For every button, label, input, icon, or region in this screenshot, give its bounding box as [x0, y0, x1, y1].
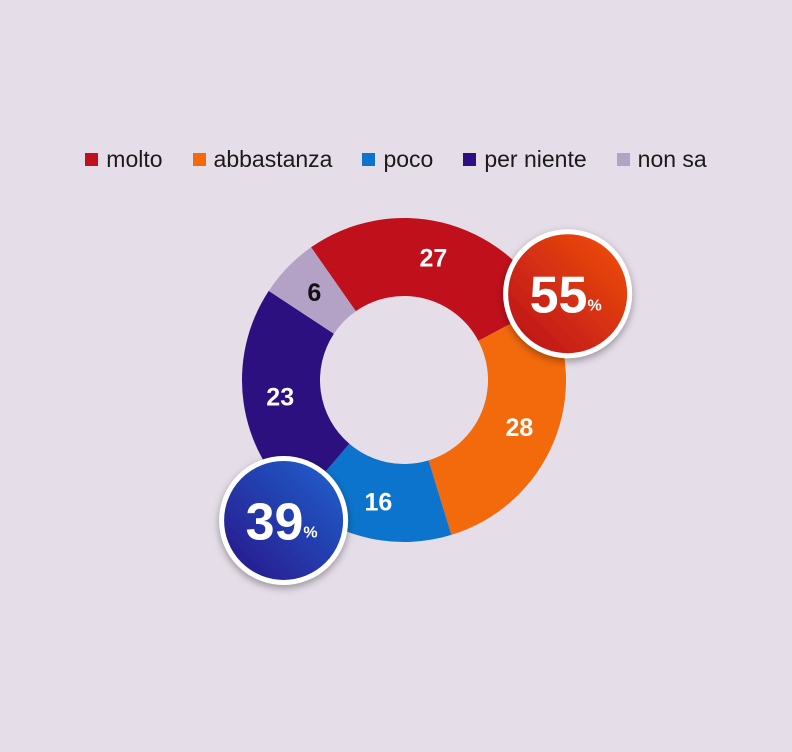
slice-labels: 27 28 16 23 6 [266, 245, 533, 517]
total-badge-circle [219, 455, 349, 585]
total-badge-value: 39% [246, 493, 318, 551]
legend-item-per-niente: per niente [463, 146, 587, 173]
legend-label-abbastanza: abbastanza [213, 146, 333, 172]
legend-swatch-per-niente [463, 153, 477, 166]
legend-swatch-poco [362, 153, 376, 166]
legend-swatch-non-sa [616, 153, 630, 166]
legend-label-poco: poco [383, 146, 434, 172]
total-badge-1: 55% [503, 229, 633, 359]
legend: molto abbastanza poco per niente non sa [0, 146, 792, 173]
total-badges: 55% 39% [219, 229, 633, 585]
slice-label-per-niente: 23 [266, 383, 294, 411]
slice-molto [311, 218, 548, 341]
legend-swatch-abbastanza [192, 153, 206, 166]
legend-item-poco: poco [362, 146, 433, 173]
slice-abbastanza [428, 304, 566, 535]
slice-label-abbastanza: 28 [505, 414, 533, 442]
slice-non-sa [268, 247, 356, 334]
legend-label-per-niente: per niente [484, 146, 587, 172]
slice-label-non-sa: 6 [307, 279, 321, 307]
legend-label-molto: molto [106, 146, 163, 172]
slice-per-niente [241, 290, 350, 504]
slice-label-poco: 16 [365, 488, 393, 516]
donut-slices [241, 218, 566, 542]
legend-swatch-molto [85, 153, 99, 166]
legend-item-molto: molto [85, 146, 163, 173]
legend-label-non-sa: non sa [637, 146, 707, 172]
total-badge-value: 55% [530, 267, 602, 325]
slice-label-molto: 27 [419, 245, 447, 273]
legend-item-non-sa: non sa [616, 146, 707, 173]
total-badge-circle [503, 229, 633, 359]
legend-item-abbastanza: abbastanza [192, 146, 333, 173]
total-badge-2: 39% [219, 455, 349, 585]
